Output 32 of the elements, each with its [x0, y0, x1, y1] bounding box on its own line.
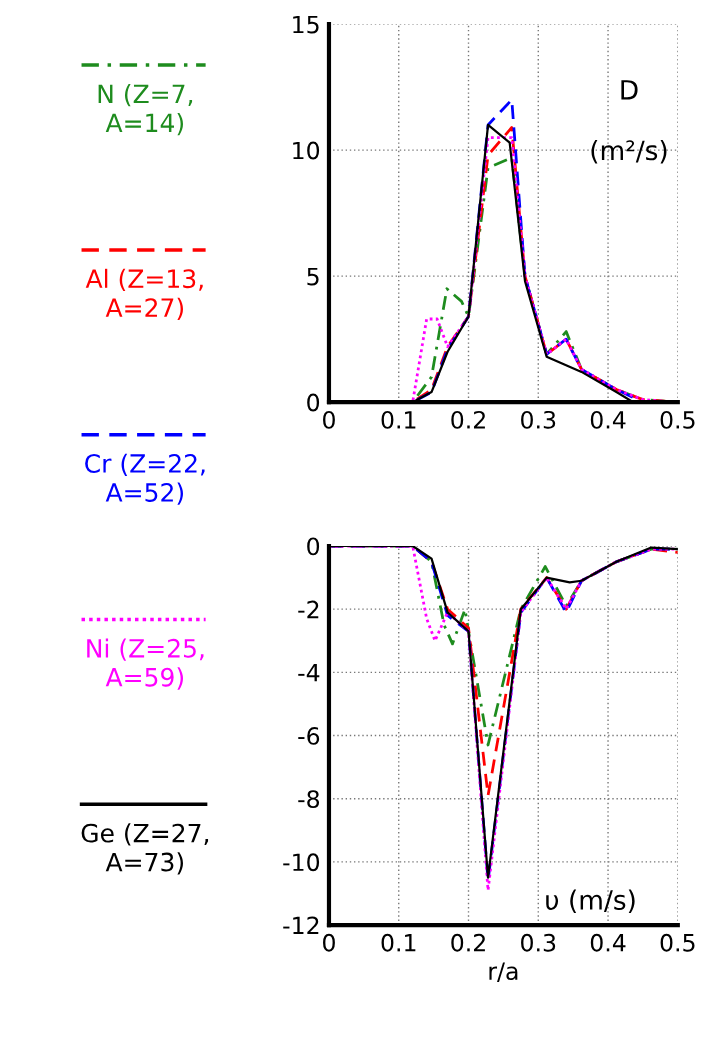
y-tick-label: 0	[307, 537, 320, 556]
x-tick-label: 0.3	[521, 410, 556, 429]
y-tick-label: -6	[298, 726, 320, 745]
x-axis-title: r/a	[489, 962, 518, 982]
y-tick-label: 5	[307, 267, 319, 286]
legend-label: Ge (Z=27, A=73)	[81, 823, 209, 875]
x-tick-label: 0.3	[521, 933, 556, 952]
x-tick-label: 0	[323, 410, 335, 429]
annotation: υ (m/s)	[546, 889, 635, 914]
y-tick-label: -2	[298, 600, 319, 619]
x-tick-label: 0.1	[381, 933, 416, 952]
y-tick-label: -12	[283, 916, 319, 935]
annotation: (m²/s)	[591, 139, 667, 164]
y-tick-label: 10	[293, 141, 320, 160]
legend-label: N (Z=7, A=14)	[98, 84, 193, 136]
x-tick-label: 0.4	[590, 933, 626, 952]
x-tick-label: 0.4	[590, 410, 626, 429]
x-tick-label: 0.5	[660, 410, 695, 429]
y-tick-label: -4	[298, 664, 320, 682]
legend-label: Cr (Z=22, A=52)	[85, 453, 205, 505]
legend-label: Ni (Z=25, A=59)	[87, 638, 204, 690]
annotation: D	[621, 80, 638, 100]
x-tick-label: 0.2	[451, 933, 485, 952]
y-tick-label: -8	[298, 790, 320, 809]
x-tick-label: 0.2	[451, 410, 485, 429]
x-tick-label: 0.1	[381, 410, 416, 429]
legend-label: Al (Z=13, A=27)	[85, 268, 203, 321]
x-tick-label: 0	[323, 933, 335, 952]
y-tick-label: -10	[283, 853, 320, 872]
x-tick-label: 0.5	[660, 933, 695, 952]
y-tick-label: 15	[293, 15, 319, 34]
y-tick-label: 0	[307, 393, 320, 412]
